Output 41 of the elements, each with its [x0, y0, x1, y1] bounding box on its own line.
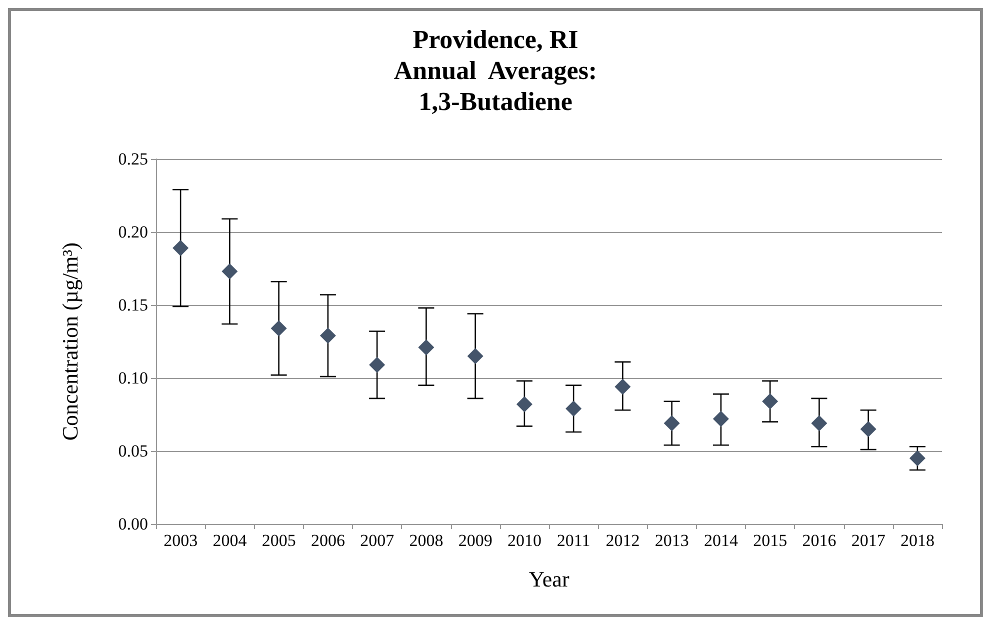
point	[811, 415, 828, 432]
point	[369, 356, 386, 373]
point	[664, 415, 680, 432]
x-tick-label: 2007	[360, 531, 395, 550]
point	[566, 400, 582, 417]
point	[320, 328, 336, 344]
x-tick-label: 2016	[802, 531, 836, 550]
x-axis-title: Year	[528, 566, 570, 592]
y-tick-label: 0.05	[118, 442, 148, 460]
x-tick-label: 2009	[458, 531, 492, 550]
x-tick-label: 2008	[409, 531, 444, 550]
point	[418, 339, 434, 356]
x-tick-label: 2018	[900, 531, 934, 550]
point	[222, 263, 238, 280]
x-tick-label: 2004	[212, 531, 248, 550]
point	[909, 450, 926, 466]
x-tick-label: 2014	[704, 531, 738, 550]
point	[270, 320, 287, 336]
chart-title: Providence, RI Annual Averages: 1,3-Butadiene	[394, 25, 598, 116]
x-tick-label: 2017	[851, 531, 886, 550]
point	[614, 378, 631, 395]
y-axis-title: Concentration (µg/m³)	[58, 242, 82, 441]
point	[712, 410, 729, 427]
y-tick-label: 0.15	[118, 296, 148, 314]
y-tick-label: 0.10	[118, 368, 148, 388]
x-tick-label: 2013	[654, 531, 689, 550]
y-tick-label: 0.20	[118, 222, 148, 242]
y-tick-label: 0.25	[118, 150, 148, 168]
x-tick-label: 2011	[556, 531, 590, 550]
x-tick-label: 2015	[753, 531, 788, 550]
x-tick-label: 2005	[262, 531, 296, 550]
point	[762, 393, 778, 410]
x-tick-label: 2012	[606, 531, 640, 550]
x-tick-label: 2010	[507, 531, 542, 550]
point	[172, 240, 189, 256]
x-tick-label: 2003	[164, 531, 198, 550]
y-tick-label: 0.00	[118, 514, 148, 534]
point	[516, 396, 532, 412]
point	[860, 421, 876, 438]
point	[467, 348, 484, 364]
x-tick-label: 2006	[310, 531, 345, 550]
